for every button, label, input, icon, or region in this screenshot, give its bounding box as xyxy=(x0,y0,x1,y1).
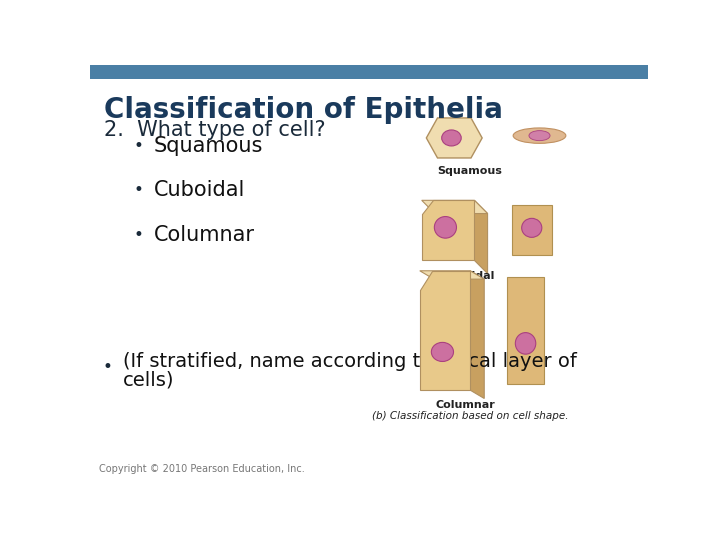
Polygon shape xyxy=(507,276,544,384)
Ellipse shape xyxy=(434,217,456,238)
Ellipse shape xyxy=(513,128,566,143)
Polygon shape xyxy=(422,200,487,213)
Text: Columnar: Columnar xyxy=(153,225,255,245)
Ellipse shape xyxy=(431,342,454,361)
Text: •: • xyxy=(133,181,143,199)
Polygon shape xyxy=(420,271,485,279)
Text: Copyright © 2010 Pearson Education, Inc.: Copyright © 2010 Pearson Education, Inc. xyxy=(99,464,305,475)
Text: cells): cells) xyxy=(122,371,174,390)
Polygon shape xyxy=(426,118,482,158)
Text: 2.  What type of cell?: 2. What type of cell? xyxy=(104,120,325,140)
Text: Cuboidal: Cuboidal xyxy=(153,180,245,200)
Polygon shape xyxy=(420,271,470,390)
Polygon shape xyxy=(512,205,552,255)
Polygon shape xyxy=(422,200,474,260)
Text: Columnar: Columnar xyxy=(436,400,496,410)
Text: •: • xyxy=(133,226,143,244)
Polygon shape xyxy=(474,200,487,274)
Text: •: • xyxy=(133,137,143,154)
Text: (b) Classification based on cell shape.: (b) Classification based on cell shape. xyxy=(372,411,568,421)
Text: Squamous: Squamous xyxy=(153,136,263,156)
Bar xyxy=(90,65,648,79)
Text: Classification of Epithelia: Classification of Epithelia xyxy=(104,96,503,124)
Text: Squamous: Squamous xyxy=(437,166,502,176)
Polygon shape xyxy=(470,271,485,399)
Ellipse shape xyxy=(516,333,536,354)
Ellipse shape xyxy=(522,218,542,238)
Text: •: • xyxy=(102,357,112,376)
Text: Cuboidal: Cuboidal xyxy=(440,271,495,281)
Text: (If stratified, name according to apical layer of: (If stratified, name according to apical… xyxy=(122,352,577,371)
Ellipse shape xyxy=(529,131,550,140)
Ellipse shape xyxy=(441,130,462,146)
